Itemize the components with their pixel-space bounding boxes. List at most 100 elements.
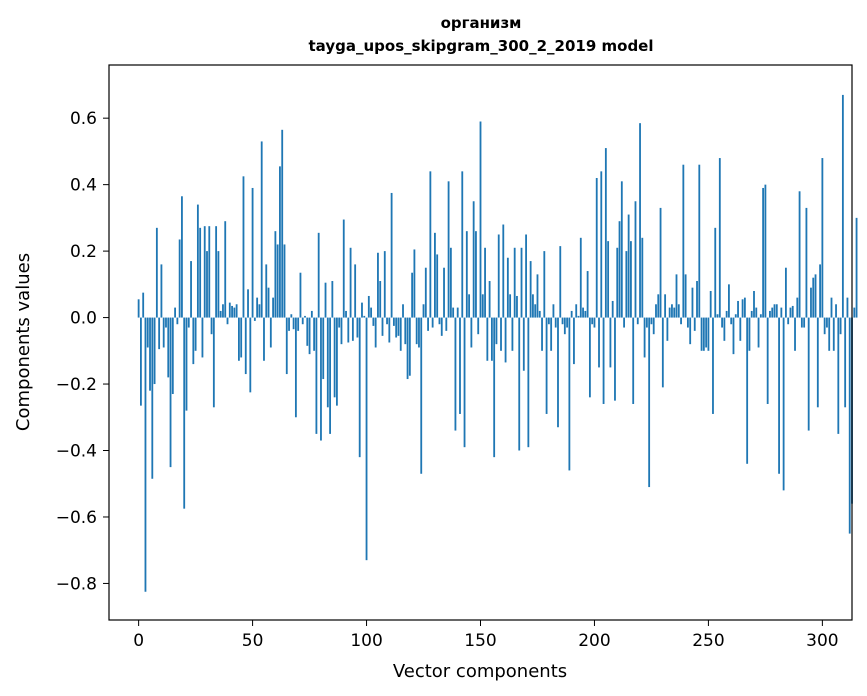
bar-292 xyxy=(803,317,806,328)
bar-288 xyxy=(794,317,796,351)
bar-79 xyxy=(317,232,320,318)
bar-216 xyxy=(630,241,632,318)
bar-2 xyxy=(142,292,145,318)
bar-73 xyxy=(304,315,306,318)
bar-5 xyxy=(149,317,151,391)
bar-83 xyxy=(326,317,329,408)
bar-182 xyxy=(552,304,555,318)
bar-232 xyxy=(666,317,669,341)
x-tick-label: 200 xyxy=(578,631,610,651)
bar-10 xyxy=(160,264,163,318)
bar-284 xyxy=(784,267,787,318)
bar-269 xyxy=(750,310,753,318)
bar-299 xyxy=(819,264,821,318)
bar-209 xyxy=(614,317,616,401)
bar-287 xyxy=(791,305,794,318)
bar-53 xyxy=(258,304,261,318)
bar-312 xyxy=(848,317,851,534)
bar-63 xyxy=(281,129,284,318)
bar-223 xyxy=(645,317,648,328)
bar-231 xyxy=(664,294,667,318)
bar-257 xyxy=(723,317,726,341)
bar-52 xyxy=(256,297,259,318)
bar-176 xyxy=(538,310,541,318)
bar-152 xyxy=(484,247,486,318)
x-axis-label: Vector components xyxy=(393,661,567,682)
bar-298 xyxy=(816,317,819,408)
x-tick-label: 0 xyxy=(133,631,144,651)
bar-303 xyxy=(828,317,831,351)
bar-3 xyxy=(144,317,147,592)
bar-233 xyxy=(668,307,671,318)
bar-106 xyxy=(379,281,382,318)
bar-22 xyxy=(187,317,190,328)
bar-267 xyxy=(746,317,749,464)
y-tick-label: 0.0 xyxy=(70,309,97,329)
bar-218 xyxy=(634,201,637,318)
bar-39 xyxy=(226,317,229,325)
bar-197 xyxy=(586,271,589,318)
bar-151 xyxy=(481,294,484,318)
bar-310 xyxy=(844,317,847,408)
bar-145 xyxy=(468,294,471,318)
bar-61 xyxy=(276,244,279,318)
bar-175 xyxy=(536,274,539,318)
bar-263 xyxy=(737,300,739,318)
bar-222 xyxy=(643,317,646,358)
bar-286 xyxy=(789,307,792,318)
bar-234 xyxy=(671,304,673,318)
bar-140 xyxy=(456,307,459,318)
bar-11 xyxy=(162,317,165,348)
bar-190 xyxy=(570,310,573,318)
bar-127 xyxy=(427,317,429,331)
bar-1 xyxy=(140,317,142,406)
bar-177 xyxy=(541,317,543,351)
bar-188 xyxy=(566,317,569,328)
bar-196 xyxy=(584,310,587,318)
bar-271 xyxy=(755,307,758,318)
bar-289 xyxy=(796,297,799,318)
bar-207 xyxy=(609,317,612,368)
bar-58 xyxy=(269,317,272,348)
bar-244 xyxy=(693,317,696,331)
bar-118 xyxy=(406,317,409,380)
bar-30 xyxy=(206,251,208,318)
bar-268 xyxy=(748,317,751,351)
x-tick-label: 150 xyxy=(464,631,496,651)
x-tick-label: 250 xyxy=(692,631,724,651)
bar-315 xyxy=(855,217,858,318)
bar-128 xyxy=(429,171,432,318)
bar-17 xyxy=(176,317,179,325)
bar-250 xyxy=(707,317,710,351)
bar-236 xyxy=(675,274,678,318)
bar-36 xyxy=(219,310,222,318)
bar-108 xyxy=(383,251,386,318)
bar-200 xyxy=(593,317,596,328)
bar-274 xyxy=(762,187,765,318)
chart-subtitle: tayga_upos_skipgram_300_2_2019 model xyxy=(309,37,654,55)
bar-228 xyxy=(657,294,660,318)
bar-290 xyxy=(798,191,801,318)
bar-301 xyxy=(823,317,826,335)
bar-84 xyxy=(329,317,331,434)
bar-165 xyxy=(513,247,516,318)
bar-192 xyxy=(575,304,578,318)
bar-45 xyxy=(240,317,243,358)
bar-92 xyxy=(347,317,350,343)
bar-243 xyxy=(691,287,694,318)
bar-198 xyxy=(588,317,591,398)
bar-172 xyxy=(529,261,532,318)
bar-132 xyxy=(438,317,441,325)
bar-135 xyxy=(445,317,448,331)
bar-122 xyxy=(415,317,418,345)
bar-146 xyxy=(470,317,473,348)
bar-201 xyxy=(595,177,598,318)
bar-60 xyxy=(274,231,277,318)
bar-116 xyxy=(402,304,404,318)
bar-87 xyxy=(336,317,338,406)
bar-185 xyxy=(559,246,562,318)
bar-23 xyxy=(190,261,192,318)
bar-160 xyxy=(502,224,505,318)
bar-82 xyxy=(324,282,327,318)
